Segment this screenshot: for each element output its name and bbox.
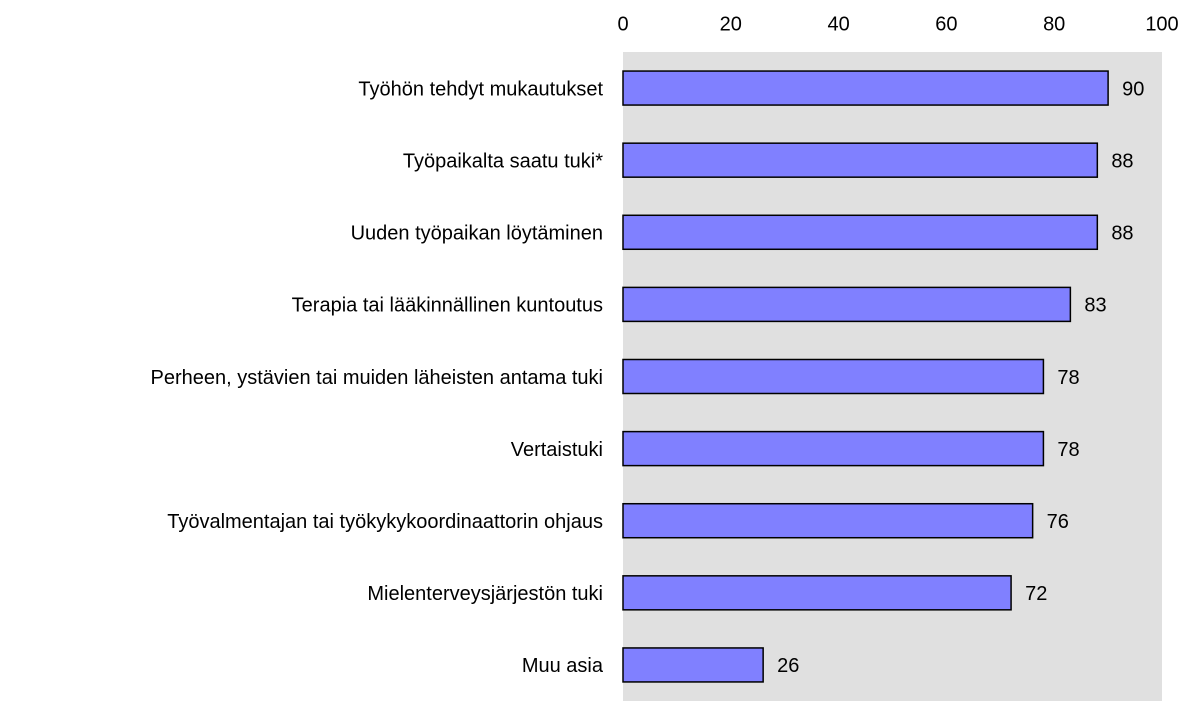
y-tick-label: Työpaikalta saatu tuki* <box>403 150 603 172</box>
x-tick-label: 20 <box>720 13 742 35</box>
y-tick-label: Työhön tehdyt mukautukset <box>358 78 603 100</box>
data-label: 26 <box>777 655 799 677</box>
data-label: 72 <box>1025 583 1047 605</box>
x-tick-label: 40 <box>827 13 849 35</box>
bar <box>622 430 1045 467</box>
y-tick-label: Mielenterveysjärjestön tuki <box>367 583 603 605</box>
x-tick-label: 100 <box>1145 13 1178 35</box>
data-label: 76 <box>1047 511 1069 533</box>
bar <box>622 575 1012 611</box>
y-tick-label: Vertaistuki <box>511 439 603 461</box>
bar <box>622 502 1034 539</box>
data-label: 88 <box>1111 150 1133 172</box>
bar <box>622 214 1099 251</box>
y-tick-label: Perheen, ystävien tai muiden läheisten a… <box>151 367 604 389</box>
x-tick-label: 80 <box>1043 13 1065 35</box>
y-tick-label: Terapia tai lääkinnällinen kuntoutus <box>292 295 603 317</box>
data-label: 78 <box>1057 367 1079 389</box>
x-tick-label: 60 <box>935 13 957 35</box>
y-tick-label: Muu asia <box>522 655 604 677</box>
data-label: 78 <box>1057 439 1079 461</box>
bar <box>622 358 1045 395</box>
bar <box>622 647 764 683</box>
bar <box>622 142 1099 178</box>
data-label: 83 <box>1084 295 1106 317</box>
y-tick-label: Uuden työpaikan löytäminen <box>351 223 603 245</box>
bar <box>622 286 1072 323</box>
data-label: 90 <box>1122 78 1144 100</box>
x-tick-label: 0 <box>617 13 628 35</box>
bar <box>622 70 1109 106</box>
y-tick-label: Työvalmentajan tai työkykykoordinaattori… <box>167 511 603 533</box>
data-label: 88 <box>1111 223 1133 245</box>
